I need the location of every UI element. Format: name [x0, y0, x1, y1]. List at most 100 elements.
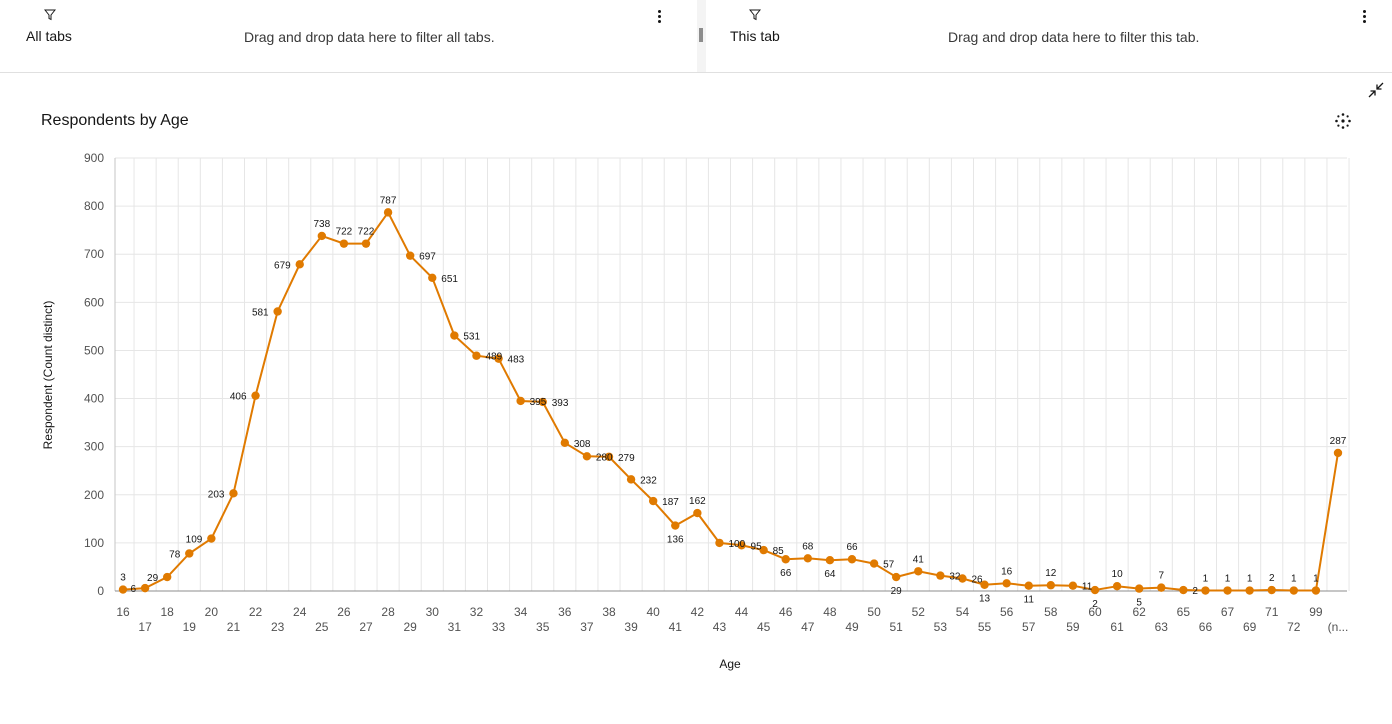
data-point[interactable] [648, 496, 658, 506]
data-points [118, 208, 1343, 595]
data-label: 57 [883, 560, 895, 571]
data-point[interactable] [118, 585, 128, 594]
data-point[interactable] [1201, 586, 1210, 595]
data-point[interactable] [958, 574, 967, 583]
data-label: 2 [1092, 599, 1098, 610]
data-point[interactable] [140, 583, 150, 593]
all-tabs-filter-dropzone[interactable]: All tabs Drag and drop data here to filt… [0, 0, 697, 72]
data-point[interactable] [405, 251, 415, 260]
x-tick-label: 34 [514, 605, 528, 619]
data-point[interactable] [1223, 586, 1232, 595]
data-point[interactable] [207, 534, 216, 543]
y-tick-label: 200 [84, 488, 104, 502]
data-label: 162 [689, 496, 706, 507]
data-point[interactable] [715, 538, 724, 548]
data-point[interactable] [428, 273, 437, 282]
data-point[interactable] [450, 331, 459, 340]
this-tab-drop-hint: Drag and drop data here to filter this t… [948, 29, 1200, 45]
data-point[interactable] [803, 554, 813, 563]
data-point[interactable] [936, 571, 945, 580]
data-point[interactable] [847, 555, 857, 564]
data-point[interactable] [383, 208, 393, 217]
data-label: 11 [1082, 582, 1093, 593]
data-point[interactable] [251, 391, 260, 400]
x-tick-label: 61 [1110, 620, 1124, 634]
data-point[interactable] [1112, 581, 1122, 591]
data-point[interactable] [1267, 585, 1276, 595]
x-tick-label: 31 [448, 620, 462, 634]
data-point[interactable] [229, 489, 238, 498]
all-tabs-overflow-menu-icon[interactable] [658, 10, 662, 25]
data-point[interactable] [626, 475, 636, 484]
x-tick-label: 59 [1066, 620, 1080, 634]
this-tab-overflow-menu-icon[interactable] [1363, 10, 1367, 25]
data-label: 2 [1269, 573, 1275, 584]
x-tick-label: 44 [735, 605, 749, 619]
data-point[interactable] [1157, 583, 1166, 592]
chart-options-icon[interactable] [1334, 112, 1352, 130]
data-point[interactable] [494, 354, 503, 363]
data-point[interactable] [560, 438, 570, 448]
data-point[interactable] [538, 397, 547, 407]
data-point[interactable] [1090, 585, 1100, 595]
data-label: 1 [1291, 574, 1297, 585]
x-tick-label: 22 [249, 605, 263, 619]
this-tab-filter-dropzone[interactable]: This tab Drag and drop data here to filt… [706, 0, 1392, 72]
this-tab-label: This tab [730, 28, 780, 44]
data-label: 12 [1045, 568, 1057, 579]
collapse-icon[interactable] [1367, 81, 1385, 99]
x-tick-label: 53 [934, 620, 948, 634]
x-tick-label: 36 [558, 605, 572, 619]
data-label: 2 [1192, 586, 1198, 597]
chart-grid [114, 157, 1350, 592]
data-point[interactable] [1289, 586, 1299, 595]
data-point[interactable] [295, 260, 304, 269]
x-tick-label: 35 [536, 620, 550, 634]
data-label: 1 [1225, 574, 1231, 585]
data-label: 29 [147, 573, 159, 584]
data-point[interactable] [759, 545, 768, 555]
y-tick-label: 500 [84, 343, 104, 357]
data-label: 5 [1136, 598, 1142, 609]
data-point[interactable] [1245, 586, 1254, 595]
data-point[interactable] [1002, 579, 1011, 588]
data-point[interactable] [273, 307, 282, 316]
data-point[interactable] [185, 549, 194, 558]
data-point[interactable] [1134, 584, 1144, 593]
data-point[interactable] [1179, 585, 1188, 595]
x-tick-label: 42 [691, 605, 705, 619]
y-axis-ticks: 0 100 200 300 400 500 600 700 800 900 [84, 151, 104, 598]
data-point[interactable] [869, 559, 879, 568]
data-point[interactable] [1333, 448, 1343, 458]
data-point[interactable] [339, 239, 349, 248]
data-point[interactable] [604, 452, 614, 461]
data-point[interactable] [1046, 581, 1056, 590]
data-point[interactable] [1024, 581, 1033, 590]
data-label: 64 [824, 569, 836, 580]
x-tick-label: (n... [1328, 620, 1349, 634]
data-point[interactable] [472, 351, 481, 360]
x-tick-label: 45 [757, 620, 771, 634]
x-tick-label: 41 [669, 620, 683, 634]
data-point[interactable] [361, 239, 371, 248]
data-point[interactable] [737, 541, 746, 550]
data-point[interactable] [516, 396, 525, 406]
data-point[interactable] [162, 572, 172, 582]
y-tick-label: 300 [84, 440, 104, 454]
drag-handle-icon[interactable] [699, 28, 703, 42]
x-tick-label: 52 [912, 605, 926, 619]
data-point[interactable] [317, 231, 327, 241]
data-point[interactable] [1311, 586, 1321, 595]
filter-panel-divider[interactable] [697, 0, 706, 72]
data-label: 6 [131, 584, 137, 595]
data-point[interactable] [891, 572, 901, 582]
data-label: 11 [1024, 595, 1035, 606]
data-point[interactable] [914, 567, 923, 576]
data-point[interactable] [781, 555, 790, 564]
data-point[interactable] [825, 556, 835, 565]
data-point[interactable] [693, 508, 702, 518]
data-point[interactable] [671, 521, 680, 530]
data-point[interactable] [1068, 581, 1078, 590]
data-point[interactable] [582, 452, 592, 461]
data-point[interactable] [980, 580, 989, 589]
